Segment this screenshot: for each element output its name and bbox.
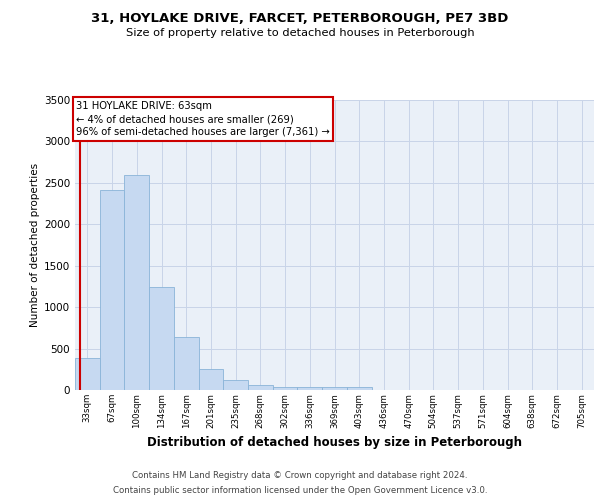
Bar [149,288,174,390]
Bar [124,176,149,390]
Bar [100,190,124,390]
Bar [347,387,371,390]
Bar [248,386,273,390]
Text: Size of property relative to detached houses in Peterborough: Size of property relative to detached ho… [125,28,475,38]
Y-axis label: Number of detached properties: Number of detached properties [30,163,40,327]
Text: 31, HOYLAKE DRIVE, FARCET, PETERBOROUGH, PE7 3BD: 31, HOYLAKE DRIVE, FARCET, PETERBOROUGH,… [91,12,509,26]
Bar [273,387,298,390]
Text: Contains public sector information licensed under the Open Government Licence v3: Contains public sector information licen… [113,486,487,495]
Bar [174,337,199,390]
Bar [75,358,100,390]
Bar [223,380,248,390]
Bar [298,387,322,390]
X-axis label: Distribution of detached houses by size in Peterborough: Distribution of detached houses by size … [147,436,522,449]
Text: 31 HOYLAKE DRIVE: 63sqm
← 4% of detached houses are smaller (269)
96% of semi-de: 31 HOYLAKE DRIVE: 63sqm ← 4% of detached… [76,101,330,137]
Bar [322,387,347,390]
Text: Contains HM Land Registry data © Crown copyright and database right 2024.: Contains HM Land Registry data © Crown c… [132,471,468,480]
Bar [199,369,223,390]
